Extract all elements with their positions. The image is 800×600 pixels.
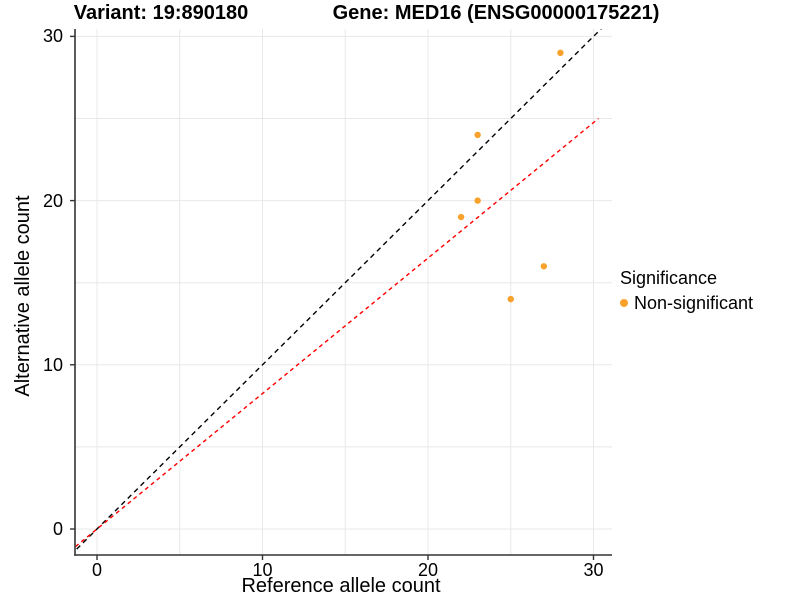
data-point: [507, 295, 514, 303]
x-tick-label: 20: [417, 560, 439, 580]
data-point: [557, 49, 564, 57]
ratio-line: [75, 117, 599, 548]
y-axis-title: Alternative allele count: [12, 195, 34, 397]
reference-lines: [75, 29, 602, 552]
legend-item-label: Non-significant: [634, 293, 754, 313]
identity-line: [75, 29, 602, 552]
data-points: [457, 49, 564, 303]
legend-point-icon: [620, 299, 628, 307]
x-axis-title: Reference allele count: [241, 575, 441, 597]
legend-item: Non-significant: [620, 293, 753, 313]
y-tick-label: 0: [52, 519, 63, 539]
x-tick-label: 0: [91, 560, 103, 580]
data-point: [474, 131, 481, 139]
legend-items: Non-significant: [620, 293, 753, 313]
variant-title: Variant: 19:890180: [73, 2, 249, 24]
data-point: [457, 213, 465, 221]
legend-title: Significance: [620, 268, 718, 288]
y-tick-label: 30: [42, 26, 63, 47]
data-point: [540, 263, 548, 270]
gene-title: Gene: MED16 (ENSG00000175221): [332, 2, 660, 24]
data-point: [474, 197, 481, 204]
x-tick-label: 10: [252, 560, 273, 580]
x-tick-label: 30: [583, 560, 604, 580]
legend: Significance Non-significant: [620, 268, 753, 313]
y-tick-label: 20: [42, 190, 63, 211]
y-tick-label: 10: [42, 354, 63, 375]
